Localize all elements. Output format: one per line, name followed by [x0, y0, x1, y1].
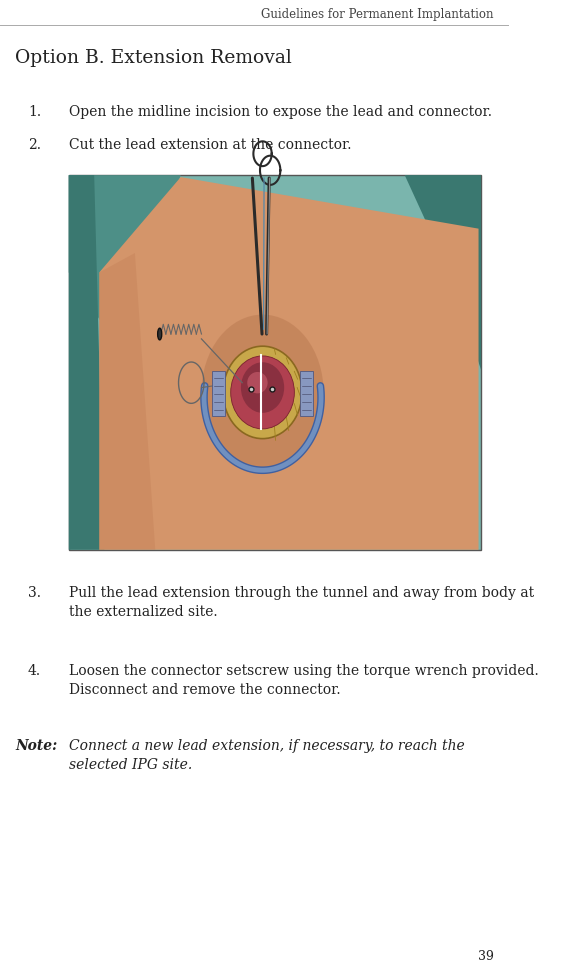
Text: Loosen the connector setscrew using the torque wrench provided.
Disconnect and r: Loosen the connector setscrew using the … — [69, 664, 539, 697]
Text: Connect a new lead extension, if necessary, to reach the
selected IPG site.: Connect a new lead extension, if necessa… — [69, 739, 465, 773]
FancyBboxPatch shape — [300, 371, 314, 415]
Text: Note:: Note: — [15, 739, 57, 753]
Ellipse shape — [158, 328, 162, 340]
Ellipse shape — [241, 362, 284, 413]
Text: 2.: 2. — [28, 138, 41, 152]
Text: Guidelines for Permanent Implantation: Guidelines for Permanent Implantation — [261, 9, 494, 21]
Text: Open the midline incision to expose the lead and connector.: Open the midline incision to expose the … — [69, 105, 492, 119]
Polygon shape — [69, 175, 180, 350]
Polygon shape — [99, 177, 479, 550]
Ellipse shape — [202, 314, 323, 470]
Text: 39: 39 — [478, 951, 494, 963]
Text: Option B. Extension Removal: Option B. Extension Removal — [15, 49, 292, 66]
Polygon shape — [69, 175, 104, 550]
Polygon shape — [99, 253, 155, 550]
FancyBboxPatch shape — [69, 175, 481, 550]
Text: 4.: 4. — [28, 664, 41, 677]
Ellipse shape — [231, 356, 294, 429]
Text: 1.: 1. — [28, 105, 41, 119]
Ellipse shape — [247, 372, 268, 393]
Ellipse shape — [223, 346, 302, 439]
Text: 3.: 3. — [28, 586, 41, 599]
FancyBboxPatch shape — [212, 371, 225, 415]
Polygon shape — [405, 175, 481, 370]
Text: Cut the lead extension at the connector.: Cut the lead extension at the connector. — [69, 138, 351, 152]
Text: Pull the lead extension through the tunnel and away from body at
the externalize: Pull the lead extension through the tunn… — [69, 586, 534, 619]
